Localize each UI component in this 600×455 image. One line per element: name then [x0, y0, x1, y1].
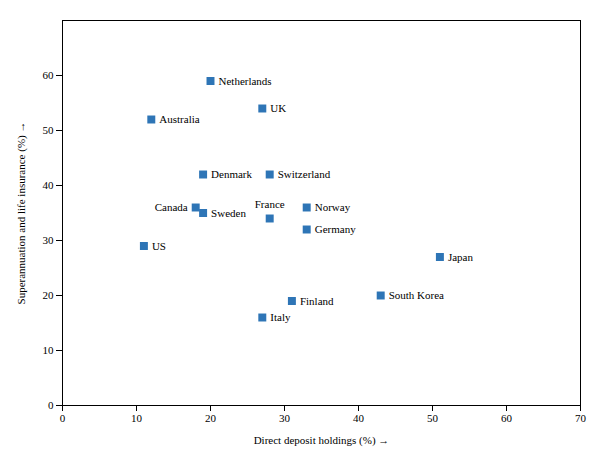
svg-text:Sweden: Sweden: [211, 207, 246, 219]
svg-text:Switzerland: Switzerland: [278, 168, 331, 180]
svg-text:Japan: Japan: [448, 251, 474, 263]
svg-text:Finland: Finland: [300, 295, 334, 307]
svg-text:Netherlands: Netherlands: [219, 75, 272, 87]
svg-text:30: 30: [43, 234, 55, 246]
svg-text:South Korea: South Korea: [389, 289, 444, 301]
svg-text:Australia: Australia: [159, 113, 199, 125]
svg-text:60: 60: [501, 412, 513, 424]
svg-text:70: 70: [575, 412, 587, 424]
svg-text:UK: UK: [270, 102, 286, 114]
svg-text:0: 0: [60, 412, 66, 424]
svg-text:Canada: Canada: [155, 201, 188, 213]
svg-text:Norway: Norway: [315, 201, 351, 213]
svg-text:Italy: Italy: [270, 311, 291, 323]
svg-text:30: 30: [279, 412, 291, 424]
svg-text:20: 20: [43, 289, 55, 301]
svg-text:50: 50: [427, 412, 439, 424]
svg-text:France: France: [255, 198, 285, 210]
svg-text:Direct deposit holdings (%) →: Direct deposit holdings (%) →: [254, 434, 390, 447]
svg-text:60: 60: [43, 69, 55, 81]
svg-text:50: 50: [43, 124, 55, 136]
svg-text:40: 40: [43, 179, 55, 191]
svg-text:0: 0: [48, 399, 54, 411]
svg-text:40: 40: [353, 412, 365, 424]
svg-text:Germany: Germany: [315, 223, 356, 235]
svg-text:10: 10: [131, 412, 143, 424]
svg-text:Superannuation and life insura: Superannuation and life insurance (%) →: [15, 122, 28, 305]
svg-text:20: 20: [205, 412, 217, 424]
svg-text:Denmark: Denmark: [211, 168, 252, 180]
svg-text:10: 10: [43, 344, 55, 356]
svg-text:US: US: [152, 240, 166, 252]
